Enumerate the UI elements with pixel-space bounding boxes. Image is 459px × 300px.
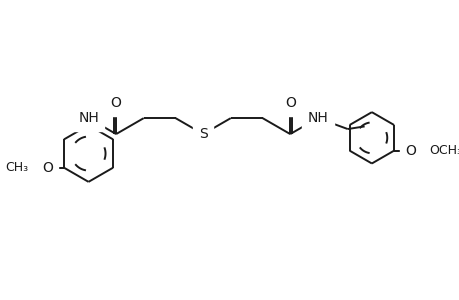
Text: OCH₃: OCH₃ bbox=[429, 144, 459, 157]
Text: O: O bbox=[111, 96, 121, 110]
Text: NH: NH bbox=[307, 111, 327, 125]
Text: S: S bbox=[198, 127, 207, 141]
Text: O: O bbox=[404, 144, 415, 158]
Text: CH₃: CH₃ bbox=[6, 161, 28, 174]
Text: O: O bbox=[284, 96, 295, 110]
Text: O: O bbox=[42, 161, 52, 175]
Text: NH: NH bbox=[78, 111, 99, 125]
